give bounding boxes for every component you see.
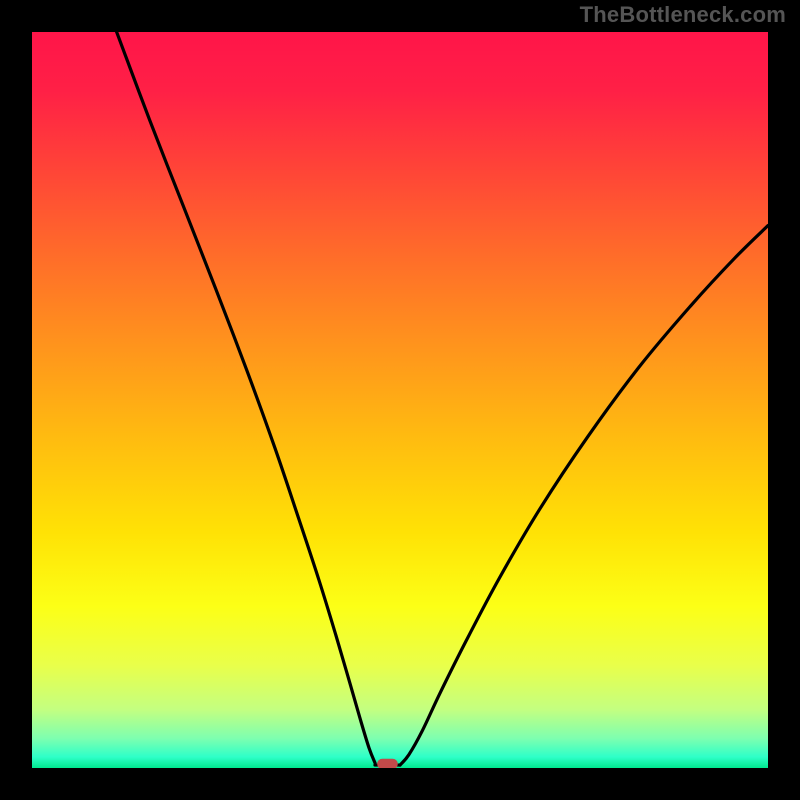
- chart-frame: TheBottleneck.com: [0, 0, 800, 800]
- plot-area: [32, 32, 768, 768]
- optimum-marker: [377, 759, 398, 768]
- chart-svg: [32, 32, 768, 768]
- gradient-background: [32, 32, 768, 768]
- watermark-text: TheBottleneck.com: [580, 2, 786, 28]
